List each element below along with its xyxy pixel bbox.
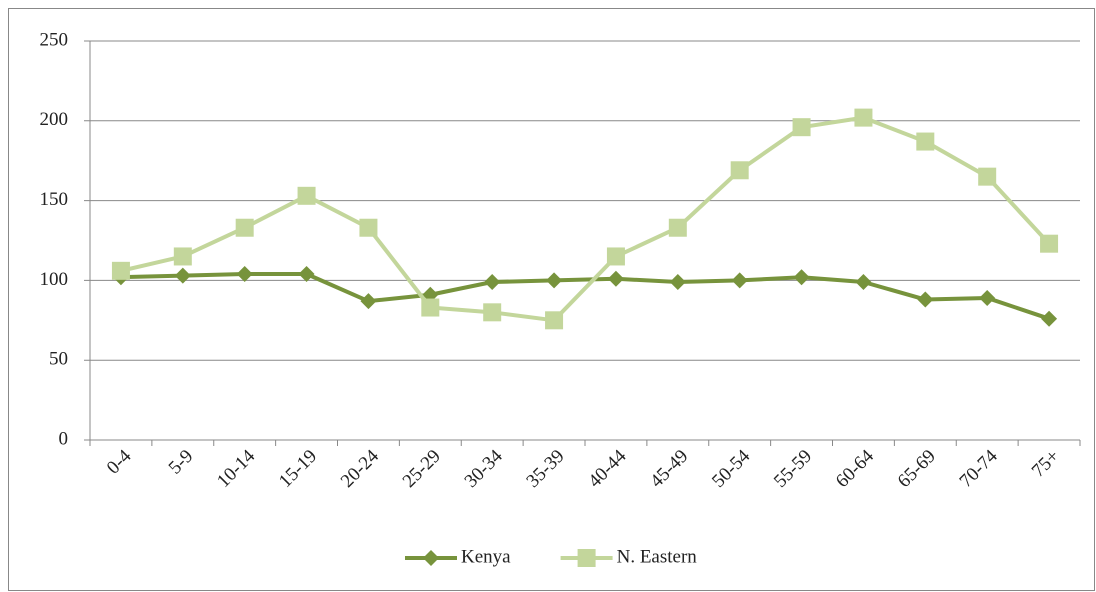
series-line	[120, 272, 1050, 321]
marker	[545, 311, 564, 330]
marker	[174, 267, 191, 284]
marker	[1041, 310, 1058, 327]
marker	[173, 247, 192, 266]
marker	[298, 266, 315, 283]
y-tick-label: 0	[59, 428, 69, 449]
marker	[669, 273, 686, 290]
marker	[668, 218, 687, 237]
series-line	[120, 115, 1051, 323]
marker	[546, 272, 563, 289]
marker	[607, 270, 624, 287]
marker	[111, 261, 130, 280]
marker	[731, 272, 748, 289]
y-tick-label: 200	[40, 109, 69, 130]
marker	[917, 291, 934, 308]
marker	[1040, 234, 1059, 253]
marker	[978, 167, 997, 186]
chart-border	[8, 8, 1095, 591]
marker	[484, 273, 501, 290]
marker	[577, 549, 596, 567]
legend-label: Kenya	[461, 546, 511, 567]
marker	[423, 550, 439, 566]
y-tick-label: 50	[49, 349, 68, 370]
marker	[483, 303, 502, 322]
y-tick-label: 250	[40, 29, 69, 50]
y-tick-label: 100	[40, 269, 69, 290]
marker	[606, 247, 625, 266]
marker	[359, 218, 378, 237]
marker	[793, 269, 810, 286]
marker	[235, 218, 254, 237]
marker	[916, 132, 935, 151]
legend-label: N. Eastern	[617, 546, 698, 567]
marker	[979, 289, 996, 306]
marker	[421, 298, 440, 317]
marker	[730, 161, 749, 180]
marker	[792, 118, 811, 137]
marker	[360, 293, 377, 310]
marker	[297, 186, 316, 205]
marker	[855, 273, 872, 290]
marker	[236, 266, 253, 283]
marker	[854, 108, 873, 127]
y-tick-label: 150	[40, 189, 69, 210]
